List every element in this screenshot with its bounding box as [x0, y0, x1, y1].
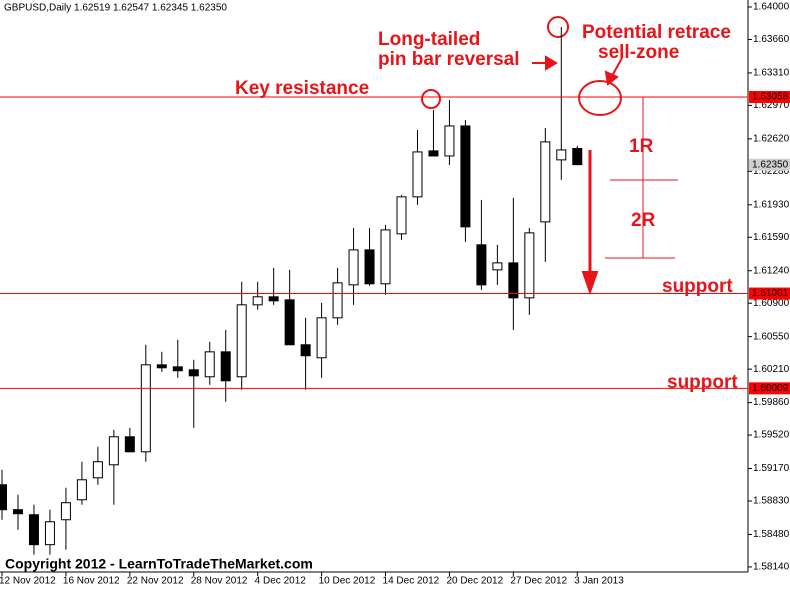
y-tick-label: 1.63310 [753, 68, 790, 79]
bid-label-box [749, 158, 790, 171]
candle-body [396, 196, 407, 235]
annotation-shapes [421, 16, 678, 296]
candle-body [444, 125, 455, 157]
level-label: 1.63058 [752, 92, 789, 103]
annotation: support [662, 276, 733, 297]
circle [578, 80, 622, 116]
candle-body [140, 364, 151, 453]
x-tick-label: 3 Jan 2013 [574, 576, 624, 587]
y-tick-label: 1.61240 [753, 265, 790, 276]
candle-body [556, 149, 567, 161]
y-tick-label: 1.61930 [753, 199, 790, 210]
candle-body [92, 461, 103, 479]
level-label: 1.60009 [752, 383, 789, 394]
candle-body [460, 125, 471, 228]
candle-body [348, 249, 359, 286]
candle-body [156, 364, 167, 369]
annotation: 2R [631, 210, 656, 231]
candle-body [380, 229, 391, 285]
y-tick-label: 1.64000 [753, 2, 790, 13]
arrow-head [604, 70, 619, 86]
candle-body [204, 351, 215, 378]
y-tick-label: 1.60210 [753, 364, 790, 375]
x-tick-label: 10 Dec 2012 [319, 576, 376, 587]
candle-body [124, 436, 135, 453]
x-tick-label: 14 Dec 2012 [383, 576, 440, 587]
annotation: 1R [629, 136, 654, 157]
x-tick-label: 12 Nov 2012 [0, 576, 56, 587]
candle-body [284, 299, 295, 346]
x-tick-label: 28 Nov 2012 [191, 576, 248, 587]
candle-body [108, 436, 119, 466]
candle-body [428, 150, 439, 157]
x-tick-label: 27 Dec 2012 [510, 576, 567, 587]
footer: Copyright 2012 - LearnToTradeTheMarket.c… [5, 556, 313, 572]
y-tick-label: 1.62620 [753, 133, 790, 144]
x-tick-label: 16 Nov 2012 [63, 576, 120, 587]
candle-body [220, 351, 231, 382]
level-label-box [749, 382, 790, 395]
arrow [611, 57, 623, 77]
annotation: Long-tailed [378, 29, 480, 50]
arrow-head [545, 55, 558, 71]
candle-body [412, 151, 423, 198]
annotation: support [667, 372, 738, 393]
y-tick-label: 1.59520 [753, 430, 790, 441]
candle-body [12, 509, 23, 515]
candle-body [188, 369, 199, 377]
candle-body [524, 232, 535, 299]
candle-body [332, 282, 343, 319]
y-tick-label: 1.62970 [753, 100, 790, 111]
level-label-box [749, 287, 790, 300]
candle-body [236, 304, 247, 378]
y-tick-label: 1.59860 [753, 397, 790, 408]
level-label: 1.61001 [752, 288, 789, 299]
x-tick-label: 4 Dec 2012 [255, 576, 307, 587]
candle-body [0, 484, 7, 511]
x-tick-label: 22 Nov 2012 [127, 576, 184, 587]
y-tick-label: 1.61590 [753, 232, 790, 243]
y-tick-label: 1.58480 [753, 529, 790, 540]
annotation: sell-zone [598, 42, 679, 63]
candle-body [364, 249, 375, 285]
arrow-head [581, 271, 599, 296]
chart-title: GBPUSD,Daily 1.62519 1.62547 1.62345 1.6… [4, 3, 227, 14]
annotation: pin bar reversal [378, 49, 520, 70]
y-tick-label: 1.62280 [753, 166, 790, 177]
candle-body [252, 296, 263, 306]
annotation: Potential retrace [582, 22, 731, 43]
bid-label: 1.62350 [752, 159, 789, 170]
candle-body [508, 262, 519, 299]
circle [547, 16, 569, 38]
circle [421, 89, 441, 109]
annotation: Key resistance [235, 78, 369, 99]
level-label-box [749, 90, 790, 103]
candle-body [268, 296, 279, 302]
y-tick-label: 1.58140 [753, 562, 790, 573]
x-tick-label: 20 Dec 2012 [446, 576, 503, 587]
candle-body [476, 244, 487, 286]
candle-body [44, 521, 55, 546]
y-tick-label: 1.58830 [753, 496, 790, 507]
candle-body [172, 366, 183, 372]
candle-body [540, 141, 551, 223]
y-tick-label: 1.60550 [753, 331, 790, 342]
candle-body [28, 514, 39, 546]
candle-body [572, 147, 583, 166]
candle-body [60, 502, 71, 521]
candle-body [76, 479, 87, 501]
candle-body [316, 317, 327, 359]
candle-body [492, 262, 503, 271]
y-tick-label: 1.60900 [753, 298, 790, 309]
y-tick-label: 1.59170 [753, 463, 790, 474]
candle-body [300, 344, 311, 357]
y-tick-label: 1.63660 [753, 34, 790, 45]
